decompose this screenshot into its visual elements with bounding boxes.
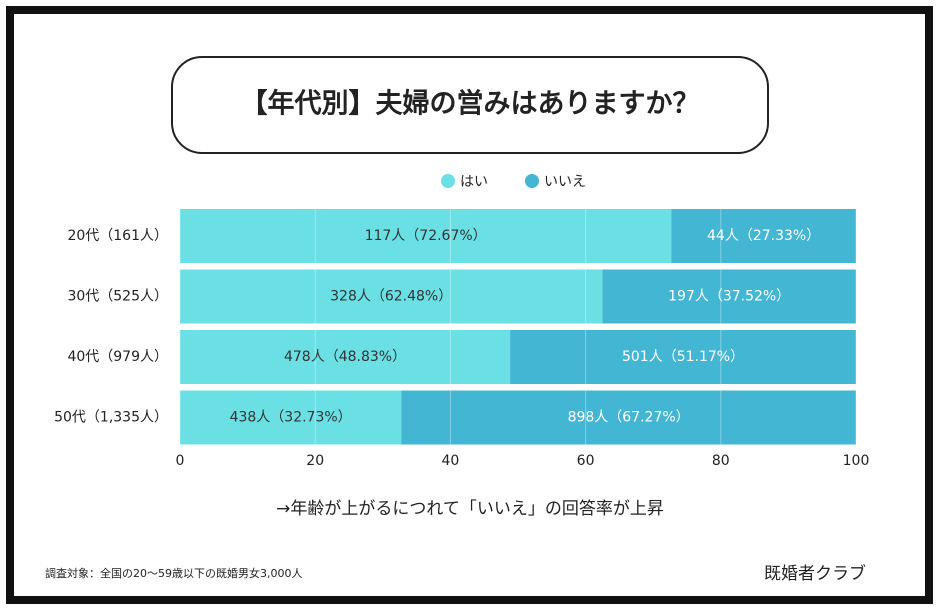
x-tick-label: 40	[441, 453, 459, 469]
x-tick-label: 100	[843, 453, 870, 469]
bar-segment	[180, 209, 672, 263]
bar-segment	[671, 209, 856, 263]
x-tick-label: 0	[176, 453, 185, 469]
value-label: 478人（48.83%）	[284, 349, 406, 365]
source: 既婚者クラブ	[764, 563, 866, 584]
y-tick-label: 30代（525人）	[67, 289, 168, 305]
y-tick-label: 40代（979人）	[67, 349, 168, 365]
y-tick-label: 50代（1,335人）	[54, 410, 168, 426]
legend-label: いいえ	[544, 174, 586, 190]
x-tick-label: 20	[306, 453, 324, 469]
x-tick-label: 80	[712, 453, 730, 469]
value-label: 44人（27.33%）	[707, 228, 820, 244]
bar-segment	[180, 330, 511, 384]
value-label: 898人（67.27%）	[568, 410, 690, 426]
x-tick-label: 60	[577, 453, 595, 469]
title-box	[171, 56, 769, 154]
bar-segment	[401, 390, 856, 445]
bar-segment	[602, 269, 856, 324]
value-label: 117人（72.67%）	[365, 228, 487, 244]
bar-segment	[180, 390, 402, 445]
annotation: →年齢が上がるにつれて「いいえ」の回答率が上昇	[276, 499, 664, 519]
bar-segment	[510, 330, 856, 384]
legend-marker	[525, 174, 539, 188]
y-tick-label: 20代（161人）	[67, 228, 168, 244]
value-label: 197人（37.52%）	[668, 289, 790, 305]
chart-title: 【年代別】夫婦の営みはありますか？	[241, 88, 700, 120]
legend-label: はい	[460, 174, 488, 190]
value-label: 328人（62.48%）	[330, 289, 452, 305]
legend-marker	[441, 174, 455, 188]
value-label: 438人（32.73%）	[230, 410, 352, 426]
bar-segment	[180, 269, 603, 324]
footnote: 調査対象：全国の20〜59歳以下の既婚男女3,000人	[45, 566, 302, 580]
value-label: 501人（51.17%）	[622, 349, 744, 365]
